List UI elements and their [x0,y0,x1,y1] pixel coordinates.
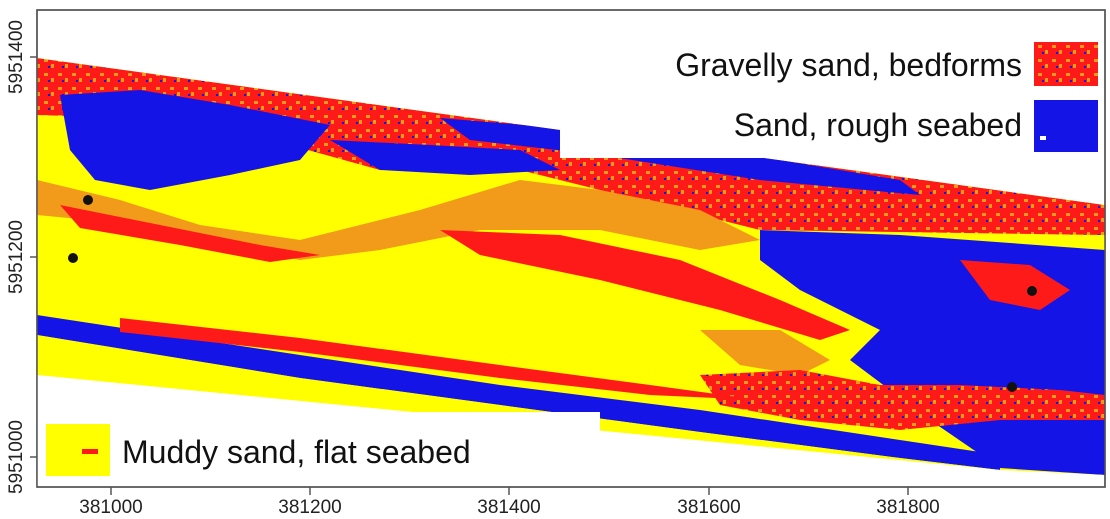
y-axis: 5951400 5951200 5951000 [6,20,37,494]
legend-bottom-left: Muddy sand, flat seabed [40,412,600,484]
legend-label-rough-seabed: Sand, rough seabed [734,107,1022,143]
legend-background [560,28,1100,158]
legend-label-gravelly-sand: Gravelly sand, bedforms [675,47,1022,83]
sampling-station-marker [1007,382,1017,392]
x-tick-label: 381600 [677,497,740,518]
legend-swatch-speck [1040,136,1046,140]
legend-swatch-muddy-sand [46,424,110,476]
central-red-streak [440,230,850,340]
north-rough-seabed-west [60,90,330,190]
east-orange-patch [700,330,830,375]
map-border [36,9,1106,488]
x-tick-label: 381800 [876,497,939,518]
y-tick-label: 5951400 [6,20,27,94]
x-tick-label: 381200 [278,497,341,518]
north-rough-seabed-central [330,140,560,175]
sampling-station-marker [1027,286,1037,296]
east-red-patch [960,260,1070,310]
legend-label-muddy-sand: Muddy sand, flat seabed [122,434,471,470]
legend-swatch-gravelly-sand [1034,42,1098,86]
x-axis: 381000 381200 381400 381600 381800 [79,487,940,518]
south-red-margin [120,318,760,400]
sampling-station-marker [68,253,78,263]
x-tick-label: 381000 [79,497,142,518]
south-rough-seabed-strip [37,315,1000,470]
legend-swatch-red-dash [82,449,98,454]
y-tick-label: 5951200 [6,220,27,294]
southeast-gravel [700,370,1105,430]
y-tick-label: 5951000 [6,420,27,494]
sampling-station-marker [83,195,93,205]
x-tick-label: 381400 [477,497,540,518]
north-fringe-red [60,205,320,262]
legend-background [40,412,600,484]
legend-swatch-rough-seabed [1034,100,1098,152]
legend-top-right: Gravelly sand, bedforms Sand, rough seab… [560,28,1100,158]
